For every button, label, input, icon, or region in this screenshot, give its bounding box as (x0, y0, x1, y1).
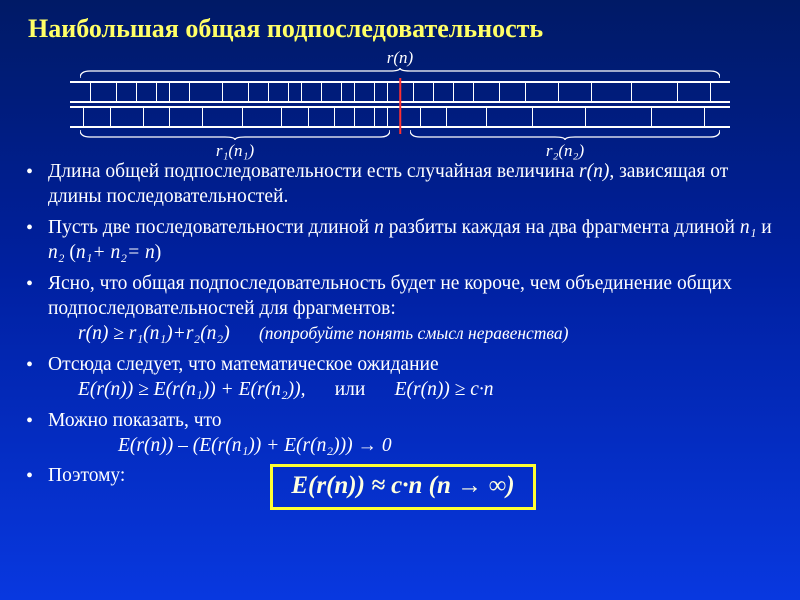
text: Ясно, что общая подпоследовательность бу… (48, 273, 732, 319)
sequence-diagram: r(n) r₁(n₁) r₂(n₂) (40, 48, 760, 158)
slide-title: Наибольшая общая подпоследовательность (0, 0, 800, 48)
eq-n1n2: n₁+ n₂= n (76, 242, 155, 263)
brace-bottom-left (80, 130, 390, 140)
text: ( (65, 242, 76, 263)
formula-row: r(n) ≥ r₁(n₁)+r₂(n₂) (попробуйте понять … (48, 322, 772, 347)
text: ) (155, 242, 162, 263)
label-r1n1: r₁(n₁) (216, 141, 254, 161)
formula-row: E(r(n)) ≥ E(r(n₁)) + E(r(n₂)), или E(r(n… (48, 378, 772, 403)
var-n1: n₁ (740, 217, 757, 238)
text: Длина общей подпоследовательности есть с… (48, 161, 579, 182)
text: Отсюда следует, что математическое ожида… (48, 354, 439, 375)
brace-bottom-right (410, 130, 720, 140)
brace-top (80, 68, 720, 78)
var-n: n (374, 217, 384, 238)
bullet-6: Поэтому: E(r(n)) ≈ c·n (n → ∞) (48, 464, 772, 510)
text-therefore: Поэтому: (48, 464, 125, 489)
formula-ineq: r(n) ≥ r₁(n₁)+r₂(n₂) (78, 323, 230, 344)
formula-limit: E(r(n)) – (E(r(n₁)) + E(r(n₂))) → 0 (48, 434, 772, 459)
var-n2: n₂ (48, 242, 65, 263)
text: разбиты каждая на два фрагмента длиной (384, 217, 740, 238)
text: Пусть две последовательности длиной (48, 217, 374, 238)
label-rn: r(n) (387, 48, 413, 68)
final-formula-box: E(r(n)) ≈ c·n (n → ∞) (270, 464, 535, 510)
formula-expectation-1: E(r(n)) ≥ E(r(n₁)) + E(r(n₂)), (78, 379, 305, 400)
bullet-5: Можно показать, что E(r(n)) – (E(r(n₁)) … (48, 409, 772, 459)
bullet-3: Ясно, что общая подпоследовательность бу… (48, 272, 772, 347)
bullet-4: Отсюда следует, что математическое ожида… (48, 353, 772, 403)
bullet-list: Длина общей подпоследовательности есть с… (0, 160, 800, 510)
bullet-2: Пусть две последовательности длиной n ра… (48, 216, 772, 266)
label-r2n2: r₂(n₂) (546, 141, 584, 161)
formula-expectation-2: E(r(n)) ≥ c·n (395, 379, 494, 400)
text: и (756, 217, 771, 238)
split-line (399, 78, 401, 134)
text: Можно показать, что (48, 410, 222, 431)
text-or: или (335, 379, 366, 400)
var-rn: r(n) (579, 161, 609, 182)
bullet-1: Длина общей подпоследовательности есть с… (48, 160, 772, 210)
hint-text: (попробуйте понять смысл неравенства) (259, 323, 569, 343)
